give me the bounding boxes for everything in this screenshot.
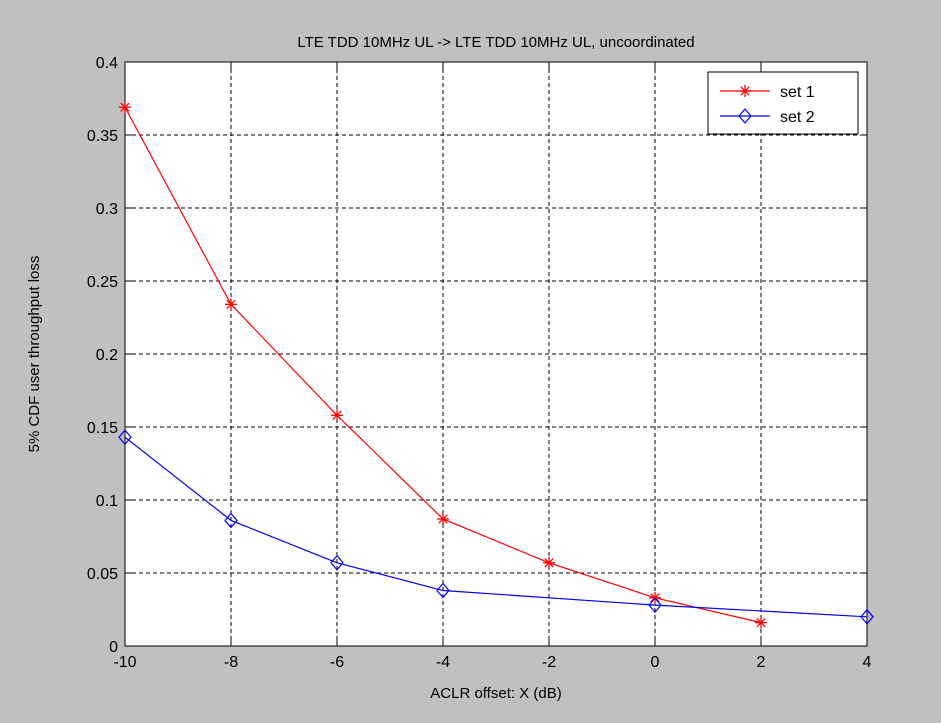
data-point — [330, 554, 344, 571]
x-tick-label: 2 — [757, 654, 766, 671]
series-line — [124, 436, 868, 618]
legend: set 1 set 2 — [707, 71, 859, 135]
axis-ticks: -10 -8 -6 -4 -2 0 2 4 0 0.05 0.1 0.15 0.2 0.25 0.3 0.35… — [87, 55, 872, 671]
data-point — [543, 556, 555, 569]
x-tick-label: -4 — [436, 654, 450, 671]
y-tick-label: 0.4 — [96, 55, 118, 72]
data-point — [119, 101, 131, 114]
x-tick-label: -8 — [224, 654, 238, 671]
x-tick-label: -2 — [542, 654, 556, 671]
x-tick-label: -10 — [113, 654, 136, 671]
data-point — [860, 608, 874, 625]
data-point — [225, 298, 237, 311]
legend-marker — [738, 108, 752, 124]
chart-title: LTE TDD 10MHz UL -> LTE TDD 10MHz UL, un… — [297, 34, 694, 51]
y-tick-label: 0.2 — [96, 347, 118, 364]
legend-label: set 1 — [780, 84, 815, 101]
x-tick-label: -6 — [330, 654, 344, 671]
legend-marker — [739, 85, 751, 97]
y-tick-label: 0.1 — [96, 493, 118, 510]
grid-lines — [125, 62, 867, 646]
data-point — [436, 582, 450, 599]
x-tick-label: 0 — [651, 654, 660, 671]
series-2 — [118, 429, 874, 625]
data-point — [437, 512, 449, 525]
series-layer — [118, 101, 874, 629]
y-tick-label: 0.15 — [87, 420, 118, 437]
y-tick-label: 0.3 — [96, 201, 118, 218]
y-tick-label: 0.25 — [87, 274, 118, 291]
legend-label: set 2 — [780, 109, 815, 126]
x-axis-label: ACLR offset: X (dB) — [430, 685, 561, 702]
data-point — [331, 409, 343, 422]
y-tick-label: 0.35 — [87, 128, 118, 145]
y-tick-label: 0.05 — [87, 566, 118, 583]
data-point — [648, 597, 662, 614]
data-point — [118, 429, 132, 446]
x-tick-label: 4 — [863, 654, 872, 671]
y-axis-label: 5% CDF user throughput loss — [26, 256, 43, 453]
data-point — [224, 512, 238, 529]
y-tick-label: 0 — [109, 639, 118, 656]
data-point — [755, 616, 767, 629]
legend-box — [707, 71, 859, 135]
